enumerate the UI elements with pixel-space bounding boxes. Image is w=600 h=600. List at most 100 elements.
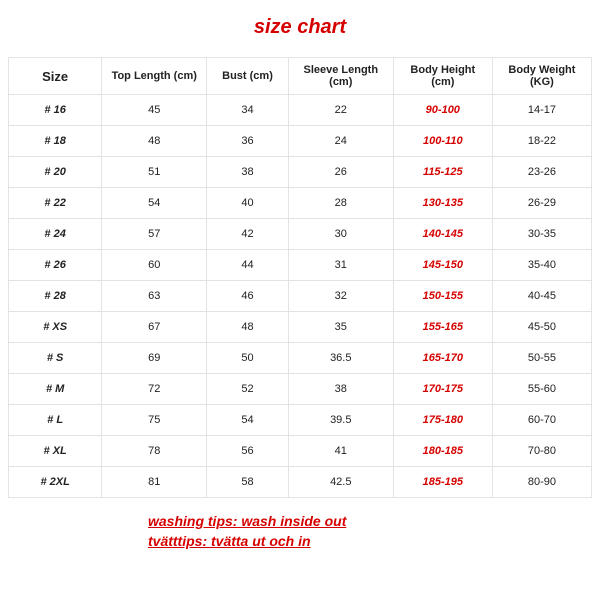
height-cell: 170-175 <box>393 374 492 405</box>
table-row: # XL785641180-18570-80 <box>9 436 592 467</box>
col-body-height: Body Height (cm) <box>393 58 492 95</box>
size-cell: # L <box>9 405 102 436</box>
bust-cell: 46 <box>207 281 289 312</box>
chart-title-text: size chart <box>254 16 346 38</box>
size-cell: # 20 <box>9 157 102 188</box>
weight-cell: 55-60 <box>492 374 591 405</box>
weight-cell: 30-35 <box>492 219 591 250</box>
sleeve-cell: 36.5 <box>288 343 393 374</box>
sleeve-cell: 31 <box>288 250 393 281</box>
height-cell: 115-125 <box>393 157 492 188</box>
weight-cell: 14-17 <box>492 95 591 126</box>
height-cell: 130-135 <box>393 188 492 219</box>
top-cell: 57 <box>102 219 207 250</box>
top-cell: 75 <box>102 405 207 436</box>
washing-tips: washing tips: wash inside out tvätttips:… <box>148 512 592 551</box>
height-cell: 100-110 <box>393 126 492 157</box>
bust-cell: 50 <box>207 343 289 374</box>
sleeve-cell: 32 <box>288 281 393 312</box>
size-cell: # XS <box>9 312 102 343</box>
table-row: # 20513826115-12523-26 <box>9 157 592 188</box>
table-row: # XS674835155-16545-50 <box>9 312 592 343</box>
size-cell: # M <box>9 374 102 405</box>
top-cell: 60 <box>102 250 207 281</box>
size-cell: # XL <box>9 436 102 467</box>
tip-line-2: tvätttips: tvätta ut och in <box>148 532 592 552</box>
top-cell: 78 <box>102 436 207 467</box>
bust-cell: 54 <box>207 405 289 436</box>
top-cell: 81 <box>102 467 207 498</box>
sleeve-cell: 28 <box>288 188 393 219</box>
table-row: # 18483624100-11018-22 <box>9 126 592 157</box>
weight-cell: 40-45 <box>492 281 591 312</box>
size-cell: # 18 <box>9 126 102 157</box>
sleeve-cell: 22 <box>288 95 393 126</box>
bust-cell: 38 <box>207 157 289 188</box>
sleeve-cell: 35 <box>288 312 393 343</box>
col-body-weight: Body Weight (KG) <box>492 58 591 95</box>
size-cell: # 22 <box>9 188 102 219</box>
table-row: # 26604431145-15035-40 <box>9 250 592 281</box>
table-header-row: Size Top Length (cm) Bust (cm) Sleeve Le… <box>9 58 592 95</box>
top-cell: 51 <box>102 157 207 188</box>
table-row: # 22544028130-13526-29 <box>9 188 592 219</box>
top-cell: 72 <box>102 374 207 405</box>
size-cell: # 28 <box>9 281 102 312</box>
weight-cell: 18-22 <box>492 126 591 157</box>
table-row: # S695036.5165-17050-55 <box>9 343 592 374</box>
table-row: # L755439.5175-18060-70 <box>9 405 592 436</box>
size-chart-sheet: size chart Size Top Length (cm) Bust (cm… <box>0 0 600 600</box>
bust-cell: 48 <box>207 312 289 343</box>
size-cell: # 26 <box>9 250 102 281</box>
table-body: # 1645342290-10014-17# 18483624100-11018… <box>9 95 592 498</box>
top-cell: 63 <box>102 281 207 312</box>
tip-line-1: washing tips: wash inside out <box>148 512 592 532</box>
height-cell: 150-155 <box>393 281 492 312</box>
height-cell: 185-195 <box>393 467 492 498</box>
col-top-length: Top Length (cm) <box>102 58 207 95</box>
sleeve-cell: 42.5 <box>288 467 393 498</box>
bust-cell: 34 <box>207 95 289 126</box>
top-cell: 69 <box>102 343 207 374</box>
weight-cell: 60-70 <box>492 405 591 436</box>
height-cell: 145-150 <box>393 250 492 281</box>
height-cell: 175-180 <box>393 405 492 436</box>
sleeve-cell: 26 <box>288 157 393 188</box>
sleeve-cell: 30 <box>288 219 393 250</box>
height-cell: 180-185 <box>393 436 492 467</box>
bust-cell: 52 <box>207 374 289 405</box>
weight-cell: 50-55 <box>492 343 591 374</box>
weight-cell: 80-90 <box>492 467 591 498</box>
weight-cell: 35-40 <box>492 250 591 281</box>
bust-cell: 40 <box>207 188 289 219</box>
bust-cell: 44 <box>207 250 289 281</box>
bust-cell: 56 <box>207 436 289 467</box>
height-cell: 90-100 <box>393 95 492 126</box>
sleeve-cell: 41 <box>288 436 393 467</box>
weight-cell: 23-26 <box>492 157 591 188</box>
top-cell: 48 <box>102 126 207 157</box>
chart-title: size chart <box>8 16 592 39</box>
size-cell: # 2XL <box>9 467 102 498</box>
top-cell: 67 <box>102 312 207 343</box>
size-cell: # 16 <box>9 95 102 126</box>
weight-cell: 26-29 <box>492 188 591 219</box>
col-bust: Bust (cm) <box>207 58 289 95</box>
height-cell: 165-170 <box>393 343 492 374</box>
size-cell: # 24 <box>9 219 102 250</box>
bust-cell: 36 <box>207 126 289 157</box>
sleeve-cell: 24 <box>288 126 393 157</box>
table-row: # 2XL815842.5185-19580-90 <box>9 467 592 498</box>
table-row: # 1645342290-10014-17 <box>9 95 592 126</box>
sleeve-cell: 39.5 <box>288 405 393 436</box>
table-row: # 24574230140-14530-35 <box>9 219 592 250</box>
height-cell: 155-165 <box>393 312 492 343</box>
weight-cell: 70-80 <box>492 436 591 467</box>
table-row: # M725238170-17555-60 <box>9 374 592 405</box>
height-cell: 140-145 <box>393 219 492 250</box>
bust-cell: 58 <box>207 467 289 498</box>
bust-cell: 42 <box>207 219 289 250</box>
top-cell: 45 <box>102 95 207 126</box>
col-size: Size <box>9 58 102 95</box>
weight-cell: 45-50 <box>492 312 591 343</box>
